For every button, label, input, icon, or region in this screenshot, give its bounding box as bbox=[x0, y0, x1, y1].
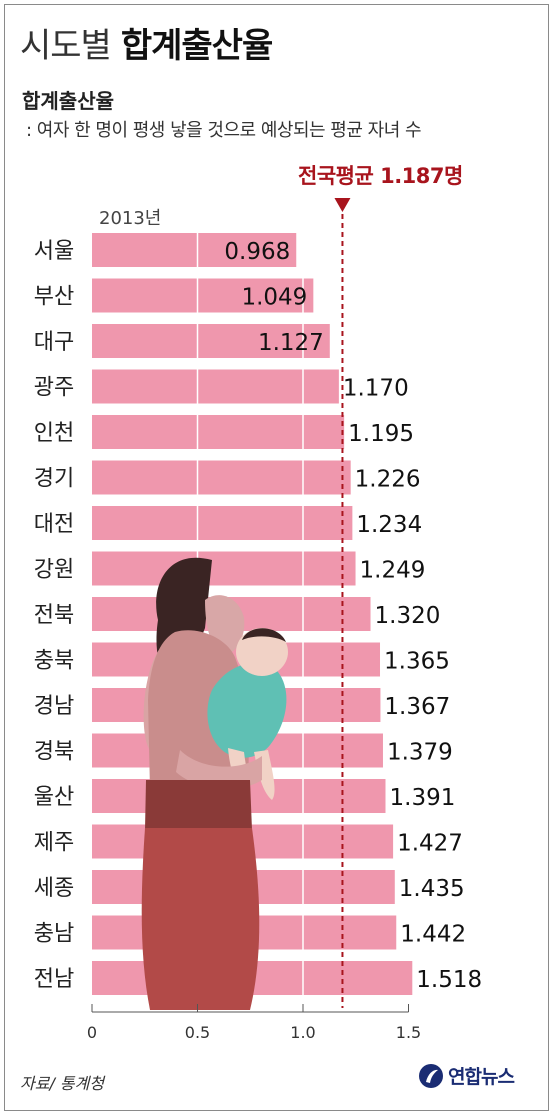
x-tick-label: 1.0 bbox=[290, 1023, 315, 1042]
category-label: 광주 bbox=[34, 376, 74, 401]
category-label: 대전 bbox=[34, 512, 74, 537]
category-label: 제주 bbox=[34, 831, 74, 856]
bar-2 bbox=[92, 278, 314, 313]
x-tick-label: 0.5 bbox=[185, 1023, 210, 1042]
bar-3 bbox=[92, 324, 330, 358]
bar-4 bbox=[92, 369, 339, 404]
year-label: 2013년 bbox=[99, 208, 162, 229]
category-label: 충북 bbox=[34, 649, 74, 674]
frame bbox=[4, 4, 549, 1111]
subtitle: 합계출산율 bbox=[22, 89, 114, 113]
value-label: 1.234 bbox=[356, 512, 422, 538]
x-tick-label: 1.5 bbox=[396, 1023, 421, 1042]
source-text: 자료/ 통계청 bbox=[20, 1074, 105, 1093]
value-label: 1.442 bbox=[400, 922, 466, 948]
category-label: 경북 bbox=[34, 740, 74, 765]
category-label: 부산 bbox=[34, 285, 74, 310]
value-label: 1.365 bbox=[384, 649, 450, 675]
category-label: 서울 bbox=[34, 239, 74, 264]
value-labels-group: 0.968 1.049 1.127 1.170 1.195 1.226 1.234 1.249… bbox=[224, 239, 482, 993]
value-label: 1.379 bbox=[387, 740, 453, 766]
category-label: 울산 bbox=[34, 785, 74, 810]
value-label: 1.170 bbox=[343, 376, 409, 402]
value-label: 1.391 bbox=[390, 785, 456, 811]
value-label: 1.195 bbox=[348, 421, 414, 447]
value-label: 0.968 bbox=[224, 239, 290, 265]
title-light: 시도별 bbox=[20, 26, 112, 66]
category-label: 경기 bbox=[34, 467, 74, 492]
title-bold: 합계출산율 bbox=[120, 26, 273, 66]
category-label: 충남 bbox=[34, 922, 74, 947]
average-label: 전국평균 1.187명 bbox=[298, 164, 463, 188]
category-label: 전남 bbox=[34, 967, 74, 992]
value-label: 1.127 bbox=[258, 330, 324, 356]
average-marker-icon bbox=[334, 198, 351, 212]
bar-5 bbox=[92, 415, 345, 449]
category-label: 전북 bbox=[34, 603, 74, 628]
category-label: 인천 bbox=[34, 421, 74, 446]
value-label: 1.435 bbox=[399, 876, 465, 902]
value-label: 1.367 bbox=[384, 694, 450, 720]
logo: 연합뉴스 bbox=[418, 1062, 515, 1089]
bar-6 bbox=[92, 460, 351, 495]
bar-7 bbox=[92, 506, 353, 540]
category-label: 세종 bbox=[34, 876, 74, 901]
bar-1 bbox=[92, 233, 297, 267]
category-label: 경남 bbox=[34, 694, 74, 719]
value-label: 1.320 bbox=[375, 603, 441, 629]
value-label: 1.427 bbox=[397, 831, 463, 857]
value-label: 1.518 bbox=[416, 967, 482, 993]
x-axis: 0 0.5 1.0 1.5 bbox=[87, 1004, 421, 1042]
x-tick-label: 0 bbox=[87, 1023, 97, 1042]
logo-text: 연합뉴스 bbox=[448, 1066, 515, 1088]
bar-8 bbox=[92, 551, 356, 586]
value-label: 1.049 bbox=[241, 285, 307, 311]
value-label: 1.226 bbox=[355, 467, 421, 493]
definition-text: : 여자 한 명이 평생 낳을 것으로 예상되는 평균 자녀 수 bbox=[26, 120, 422, 141]
value-label: 1.249 bbox=[360, 558, 426, 584]
mother-baby-illustration bbox=[141, 557, 288, 1010]
page-title: 시도별 합계출산율 bbox=[20, 18, 273, 67]
category-label: 강원 bbox=[34, 558, 74, 583]
yonhap-logo-icon bbox=[419, 1063, 443, 1088]
category-label: 대구 bbox=[34, 330, 74, 355]
